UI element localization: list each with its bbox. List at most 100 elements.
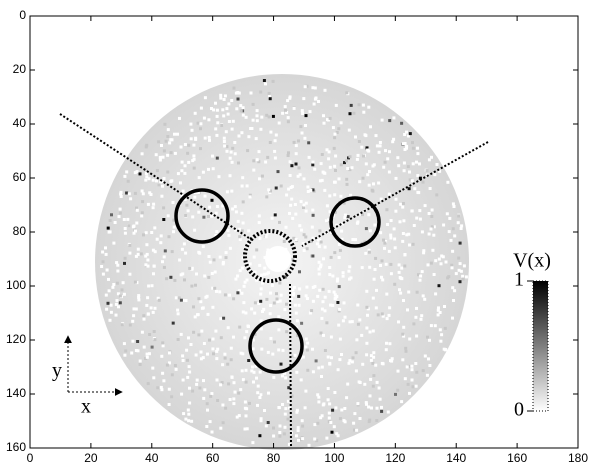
speckle bbox=[258, 370, 262, 374]
speckle bbox=[151, 178, 155, 182]
speckle bbox=[214, 127, 218, 131]
speckle bbox=[262, 307, 266, 311]
speckle bbox=[131, 319, 135, 323]
speckle bbox=[311, 370, 315, 374]
speckle bbox=[331, 408, 335, 412]
speckle bbox=[429, 261, 433, 265]
x-tick-label: 160 bbox=[507, 451, 527, 465]
speckle bbox=[145, 143, 149, 147]
speckle bbox=[153, 306, 157, 310]
speckle bbox=[118, 301, 122, 305]
speckle bbox=[187, 365, 191, 369]
speckle bbox=[459, 269, 463, 273]
speckle bbox=[205, 294, 209, 298]
speckle bbox=[440, 254, 444, 258]
speckle bbox=[322, 333, 325, 337]
speckle bbox=[275, 292, 278, 296]
speckle bbox=[253, 301, 257, 305]
speckle bbox=[334, 154, 338, 158]
speckle bbox=[257, 214, 261, 218]
speckle bbox=[195, 382, 199, 386]
speckle bbox=[271, 114, 275, 118]
speckle bbox=[192, 166, 196, 170]
speckle bbox=[215, 230, 219, 234]
speckle bbox=[305, 84, 309, 88]
speckle bbox=[328, 165, 332, 169]
speckle bbox=[240, 291, 244, 295]
speckle bbox=[125, 191, 129, 195]
speckle bbox=[373, 268, 377, 271]
speckle bbox=[425, 169, 429, 173]
speckle bbox=[322, 257, 325, 261]
speckle bbox=[380, 259, 384, 263]
speckle bbox=[266, 350, 270, 354]
speckle bbox=[311, 285, 315, 289]
speckle bbox=[325, 204, 329, 208]
speckle bbox=[179, 332, 183, 336]
speckle bbox=[119, 190, 123, 194]
speckle bbox=[266, 421, 270, 424]
speckle bbox=[259, 90, 263, 94]
speckle bbox=[251, 338, 255, 342]
speckle bbox=[411, 385, 415, 389]
speckle bbox=[338, 248, 342, 252]
speckle bbox=[101, 250, 105, 254]
speckle bbox=[159, 241, 163, 245]
speckle bbox=[363, 133, 367, 137]
speckle bbox=[215, 114, 219, 118]
speckle bbox=[101, 260, 105, 264]
speckle bbox=[211, 167, 215, 171]
speckle bbox=[457, 268, 461, 272]
speckle bbox=[267, 391, 270, 395]
speckle bbox=[377, 181, 381, 185]
speckle bbox=[269, 130, 273, 134]
speckle bbox=[222, 98, 226, 101]
speckle bbox=[267, 115, 271, 119]
speckle bbox=[418, 217, 422, 221]
speckle bbox=[214, 211, 218, 215]
speckle bbox=[211, 305, 215, 309]
speckle bbox=[199, 206, 203, 210]
speckle bbox=[317, 100, 320, 103]
speckle bbox=[339, 121, 343, 125]
speckle bbox=[309, 188, 313, 192]
speckle bbox=[154, 153, 158, 157]
speckle bbox=[337, 177, 341, 181]
speckle bbox=[281, 348, 285, 352]
speckle bbox=[251, 347, 255, 351]
speckle bbox=[240, 369, 244, 373]
speckle bbox=[255, 376, 258, 380]
speckle bbox=[226, 326, 230, 330]
speckle bbox=[435, 193, 439, 197]
speckle bbox=[172, 230, 175, 234]
speckle bbox=[215, 156, 219, 160]
speckle bbox=[105, 307, 109, 311]
speckle bbox=[100, 265, 104, 268]
speckle bbox=[296, 334, 300, 337]
speckle bbox=[372, 351, 376, 355]
speckle bbox=[343, 216, 347, 220]
speckle bbox=[239, 388, 243, 392]
speckle bbox=[122, 342, 126, 346]
speckle bbox=[236, 291, 240, 295]
speckle bbox=[418, 176, 422, 180]
speckle bbox=[316, 421, 320, 425]
speckle bbox=[378, 141, 382, 144]
speckle bbox=[123, 256, 127, 260]
speckle bbox=[290, 394, 294, 398]
speckle bbox=[237, 391, 241, 395]
speckle bbox=[169, 138, 173, 142]
speckle bbox=[252, 370, 256, 374]
speckle bbox=[246, 149, 250, 153]
speckle bbox=[313, 437, 317, 441]
speckle bbox=[328, 361, 332, 365]
speckle bbox=[298, 173, 302, 177]
speckle bbox=[210, 272, 214, 275]
speckle bbox=[194, 353, 198, 357]
speckle bbox=[286, 417, 290, 421]
speckle bbox=[267, 91, 271, 95]
speckle bbox=[415, 160, 418, 164]
speckle bbox=[418, 209, 422, 213]
speckle bbox=[276, 170, 280, 174]
speckle bbox=[384, 149, 387, 153]
